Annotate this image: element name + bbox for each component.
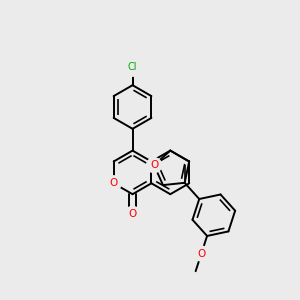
Circle shape xyxy=(123,57,142,76)
Text: O: O xyxy=(197,249,206,259)
Text: O: O xyxy=(150,160,158,170)
Text: O: O xyxy=(128,209,137,219)
Text: O: O xyxy=(110,178,118,188)
Circle shape xyxy=(147,158,162,172)
Circle shape xyxy=(194,246,209,261)
Circle shape xyxy=(106,176,121,191)
Circle shape xyxy=(125,206,140,221)
Text: Cl: Cl xyxy=(128,62,137,72)
